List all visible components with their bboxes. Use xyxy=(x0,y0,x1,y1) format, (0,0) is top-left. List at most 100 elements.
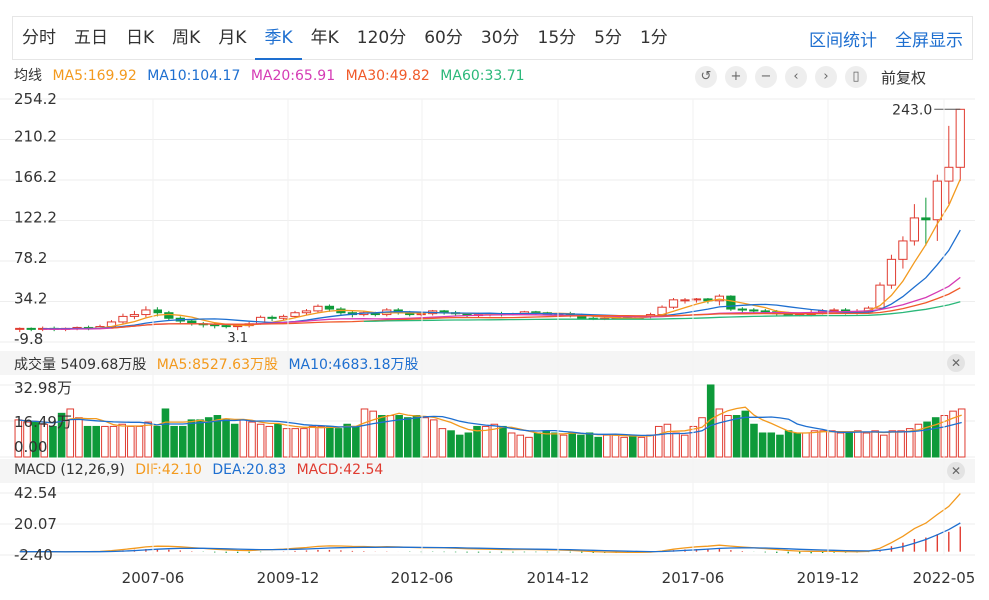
candle-body xyxy=(26,327,36,330)
volume-bar xyxy=(914,423,923,458)
volume-bar xyxy=(516,434,525,458)
volume-bar xyxy=(672,432,680,458)
volume-bar xyxy=(854,430,862,458)
tab-9[interactable]: 30分 xyxy=(480,28,520,48)
volume-bar xyxy=(802,432,810,458)
volume-bar xyxy=(153,425,161,458)
volume-bar xyxy=(776,434,784,458)
ma20-value: MA20:65.91 xyxy=(250,68,336,84)
volume-legend: 成交量 5409.68万股 MA5:8527.63万股 MA10:4683.18… xyxy=(14,354,425,374)
volume-bar xyxy=(819,430,827,458)
tab-8[interactable]: 60分 xyxy=(424,28,463,48)
tab-1[interactable]: 五日 xyxy=(74,28,108,48)
volume-y-tick: 16.49万 xyxy=(14,413,72,431)
volume-bar xyxy=(49,425,57,458)
tab-0[interactable]: 分时 xyxy=(22,28,56,48)
candle-body xyxy=(164,312,174,319)
tab-7[interactable]: 120分 xyxy=(356,28,407,48)
volume-bar xyxy=(568,432,577,458)
candle-body xyxy=(416,313,426,316)
volume-bar xyxy=(611,434,620,458)
volume-bar xyxy=(395,415,403,458)
candle-body xyxy=(210,324,220,327)
x-axis-tick: 2009-12 xyxy=(257,569,320,587)
zoom-in-icon[interactable]: + xyxy=(725,66,747,88)
volume-bar xyxy=(680,434,689,458)
zoom-out-icon[interactable]: − xyxy=(755,66,777,88)
volume-legend-band xyxy=(0,351,975,375)
x-axis-tick: 2012-06 xyxy=(391,569,454,587)
volume-legend-label: 成交量 5409.68万股 xyxy=(14,357,147,373)
volume-bar xyxy=(57,412,66,458)
volume-bar xyxy=(334,428,343,458)
reset-icon[interactable]: ↺ xyxy=(695,66,717,88)
ma5-value: MA5:169.92 xyxy=(52,68,137,84)
x-axis-tick: 2014-12 xyxy=(527,569,590,587)
macd-legend: MACD (12,26,9) DIF:42.10 DEA:20.83 MACD:… xyxy=(14,462,389,478)
range-stats-link[interactable]: 区间统计 xyxy=(809,30,877,51)
volume-bar xyxy=(308,425,317,458)
volume-bar xyxy=(698,417,706,458)
volume-bar xyxy=(204,417,213,458)
ma10-value: MA10:104.17 xyxy=(147,68,241,84)
volume-bar xyxy=(352,425,360,458)
scroll-left-icon[interactable]: ‹ xyxy=(785,66,807,88)
tab-12[interactable]: 1分 xyxy=(639,28,668,48)
tab-2[interactable]: 日K xyxy=(126,28,155,48)
macd-legend-label: MACD (12,26,9) xyxy=(14,462,125,478)
x-axis-tick: 2017-06 xyxy=(662,569,725,587)
tab-11[interactable]: 5分 xyxy=(594,28,622,48)
volume-y-tick: 0.00 xyxy=(14,438,47,456)
volume-bar xyxy=(317,425,326,458)
volume-bar xyxy=(464,432,473,458)
tab-10[interactable]: 15分 xyxy=(537,28,577,48)
ma30-value: MA30:49.82 xyxy=(345,68,430,84)
scroll-right-icon[interactable]: › xyxy=(815,66,837,88)
volume-bar xyxy=(127,425,135,458)
price-y-tick: 122.2 xyxy=(14,209,57,227)
candle-body xyxy=(152,309,163,314)
close-volume-icon[interactable]: ✕ xyxy=(947,354,965,372)
volume-bar xyxy=(741,410,750,458)
candle-body xyxy=(221,325,231,328)
volume-bar xyxy=(178,425,187,458)
dea-line xyxy=(19,522,961,553)
volume-bar xyxy=(213,415,222,458)
volume-bar xyxy=(230,423,239,458)
macd-legend-band xyxy=(0,459,975,483)
fuquan-toggle[interactable]: 前复权 xyxy=(881,68,927,87)
volume-ma5-value: MA5:8527.63万股 xyxy=(156,357,278,373)
tab-3[interactable]: 周K xyxy=(172,28,201,48)
volume-bar xyxy=(187,419,196,458)
candle-body xyxy=(760,310,770,313)
candle-style-icon[interactable]: ▯ xyxy=(845,66,867,88)
volume-bar xyxy=(810,430,819,458)
volume-bar xyxy=(603,434,611,458)
volume-bar xyxy=(654,425,663,458)
volume-bar xyxy=(429,419,438,458)
fullscreen-link[interactable]: 全屏显示 xyxy=(895,30,963,51)
volume-bar xyxy=(66,408,75,458)
volume-bar xyxy=(23,421,31,458)
tab-5[interactable]: 季K xyxy=(255,16,302,60)
volume-bar xyxy=(256,423,265,458)
candle-body xyxy=(875,284,885,309)
volume-bar xyxy=(888,430,897,458)
volume-bar xyxy=(118,423,126,458)
candle-body xyxy=(278,315,289,319)
volume-bar xyxy=(343,423,351,458)
period-tabs: 分时 五日 日K 周K 月K 季K 年K 120分 60分 30分 15分 5分 1分 xyxy=(13,16,677,60)
candle-body xyxy=(691,298,702,301)
volume-bar xyxy=(291,428,300,458)
close-macd-icon[interactable]: ✕ xyxy=(947,462,965,480)
tab-6[interactable]: 年K xyxy=(310,28,339,48)
price-y-tick: 166.2 xyxy=(14,168,57,186)
tab-4[interactable]: 月K xyxy=(218,28,247,48)
candle-body xyxy=(324,305,335,310)
volume-bar xyxy=(274,423,282,458)
candle-body xyxy=(301,310,312,314)
volume-bar xyxy=(507,432,516,458)
volume-bar xyxy=(594,436,602,458)
volume-bar xyxy=(663,423,672,458)
